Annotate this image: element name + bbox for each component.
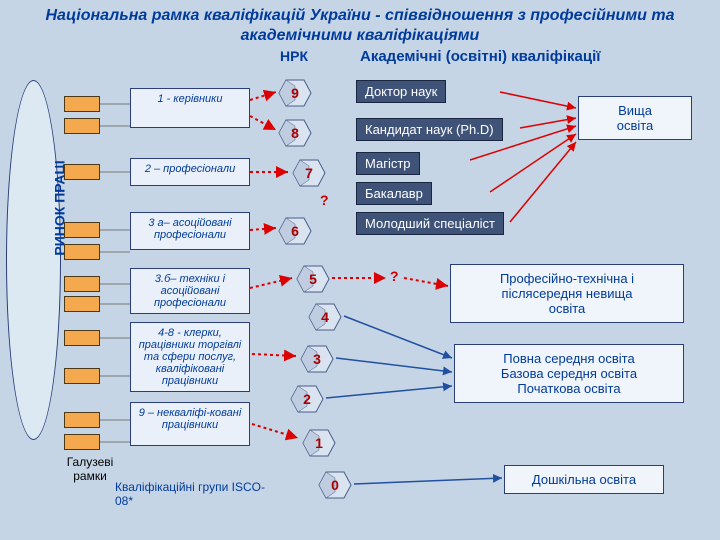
stub	[64, 164, 100, 180]
education-group: Дошкільна освіта	[504, 465, 664, 494]
nrk-hex-5: 5	[296, 264, 330, 294]
nrk-hex-3: 3	[300, 344, 334, 374]
isco-box: 3 а– асоційовані професіонали	[130, 212, 250, 250]
stub	[64, 330, 100, 346]
market-ellipse	[6, 80, 61, 440]
question-mark-2: ?	[390, 268, 399, 284]
isco-box: 9 – некваліфі-ковані працівники	[130, 402, 250, 446]
nrk-hex-4: 4	[308, 302, 342, 332]
academic-label: Академічні (освітні) кваліфікації	[360, 48, 600, 65]
stub	[64, 434, 100, 450]
stub	[64, 276, 100, 292]
isco-box: 2 – професіонали	[130, 158, 250, 186]
galuz-label: Галузеві рамки	[50, 455, 130, 483]
nrk-hex-6: 6	[278, 216, 312, 246]
isco-box: 1 - керівники	[130, 88, 250, 128]
stub	[64, 412, 100, 428]
stub	[64, 368, 100, 384]
education-group: Повна середня освітаБазова середня освіт…	[454, 344, 684, 403]
nrk-hex-2: 2	[290, 384, 324, 414]
page-title: Національна рамка кваліфікацій України -…	[0, 0, 720, 48]
qualification-box: Кандидат наук (Ph.D)	[356, 118, 503, 141]
question-mark-1: ?	[320, 192, 329, 208]
isco-box: 3.б– техніки і асоційовані професіонали	[130, 268, 250, 314]
nrk-hex-7: 7	[292, 158, 326, 188]
qualification-box: Доктор наук	[356, 80, 446, 103]
nrk-label: НРК	[280, 48, 308, 64]
isco-footer: Кваліфікаційні групи ISCO-08*	[115, 480, 265, 508]
stub	[64, 222, 100, 238]
stub	[64, 296, 100, 312]
stub	[64, 96, 100, 112]
nrk-hex-0: 0	[318, 470, 352, 500]
isco-box: 4-8 - клерки, працівники торгівлі та сфе…	[130, 322, 250, 392]
qualification-box: Магістр	[356, 152, 420, 175]
qualification-box: Бакалавр	[356, 182, 432, 205]
nrk-hex-1: 1	[302, 428, 336, 458]
nrk-hex-9: 9	[278, 78, 312, 108]
nrk-hex-8: 8	[278, 118, 312, 148]
stub	[64, 244, 100, 260]
stub	[64, 118, 100, 134]
education-group: Вищаосвіта	[578, 96, 692, 140]
education-group: Професійно-технічна іпіслясередня невища…	[450, 264, 684, 323]
qualification-box: Молодший спеціаліст	[356, 212, 504, 235]
